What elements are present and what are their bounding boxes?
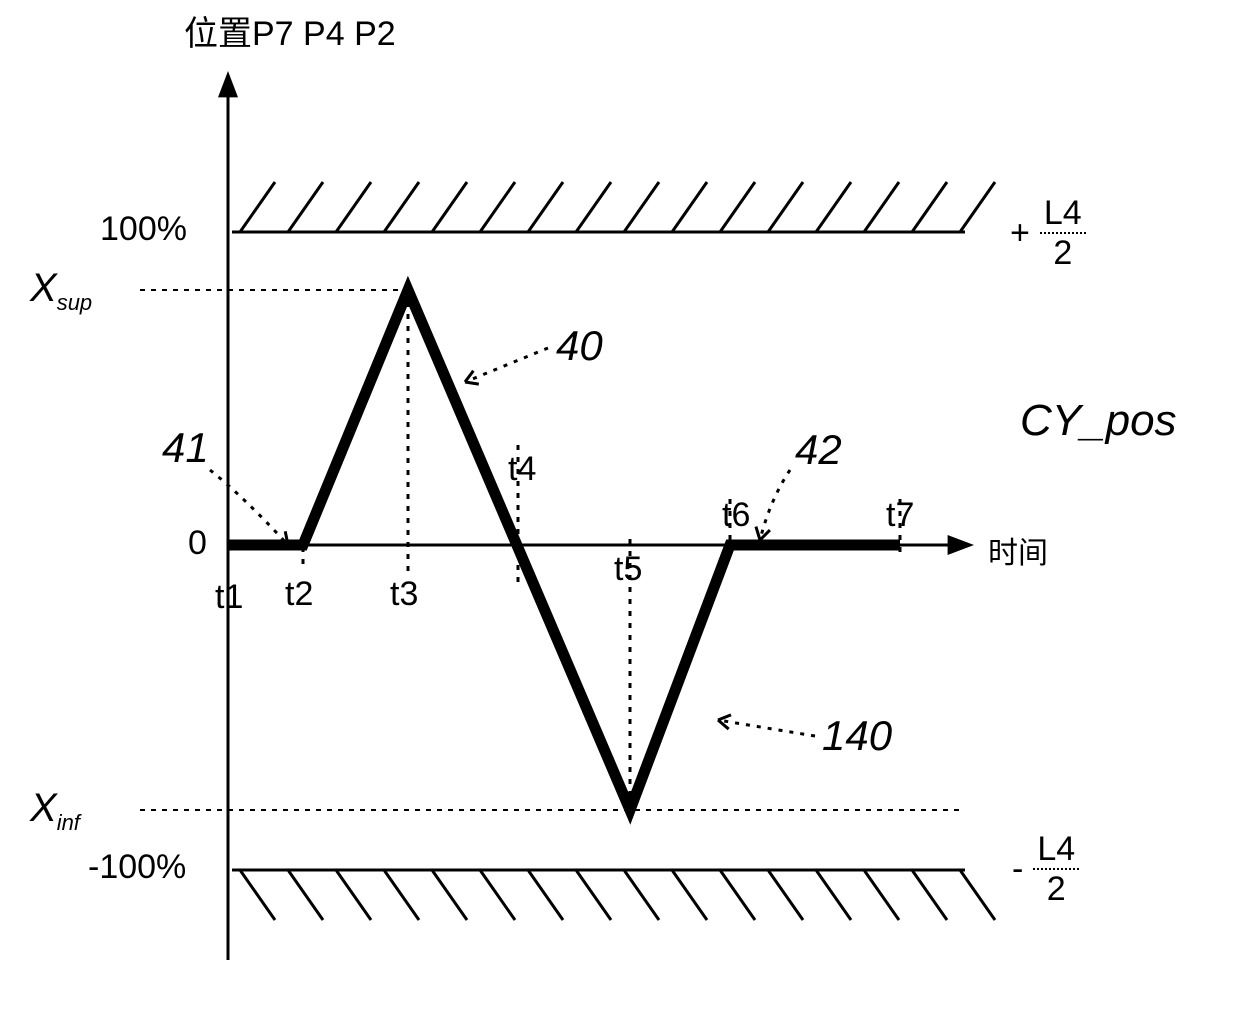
t5-label: t5 xyxy=(614,550,642,589)
t4-label: t4 xyxy=(508,450,536,489)
y-n100-label: -100% xyxy=(88,848,186,887)
ref-40-label: 40 xyxy=(556,322,603,370)
t2-label: t2 xyxy=(285,575,313,614)
t1-label: t1 xyxy=(215,578,243,617)
cy-pos-label: CY_pos xyxy=(1020,396,1177,446)
t6-label: t6 xyxy=(722,496,750,535)
chart-title: 位置P7 P4 P2 xyxy=(184,6,396,55)
l4-lower-label: - L4 2 xyxy=(1012,832,1079,906)
ref-140-label: 140 xyxy=(822,712,892,760)
t7-label: t7 xyxy=(886,496,914,535)
ref-42-label: 42 xyxy=(795,426,842,474)
zero-label: 0 xyxy=(188,524,207,563)
t3-label: t3 xyxy=(390,575,418,614)
xinf-label: Xinf xyxy=(30,786,80,836)
ref-41-label: 41 xyxy=(162,424,209,472)
xsup-label: Xsup xyxy=(30,266,92,316)
x-axis-label: 时间 xyxy=(988,528,1048,572)
y-100-label: 100% xyxy=(100,210,187,249)
l4-upper-label: + L4 2 xyxy=(1010,196,1086,270)
